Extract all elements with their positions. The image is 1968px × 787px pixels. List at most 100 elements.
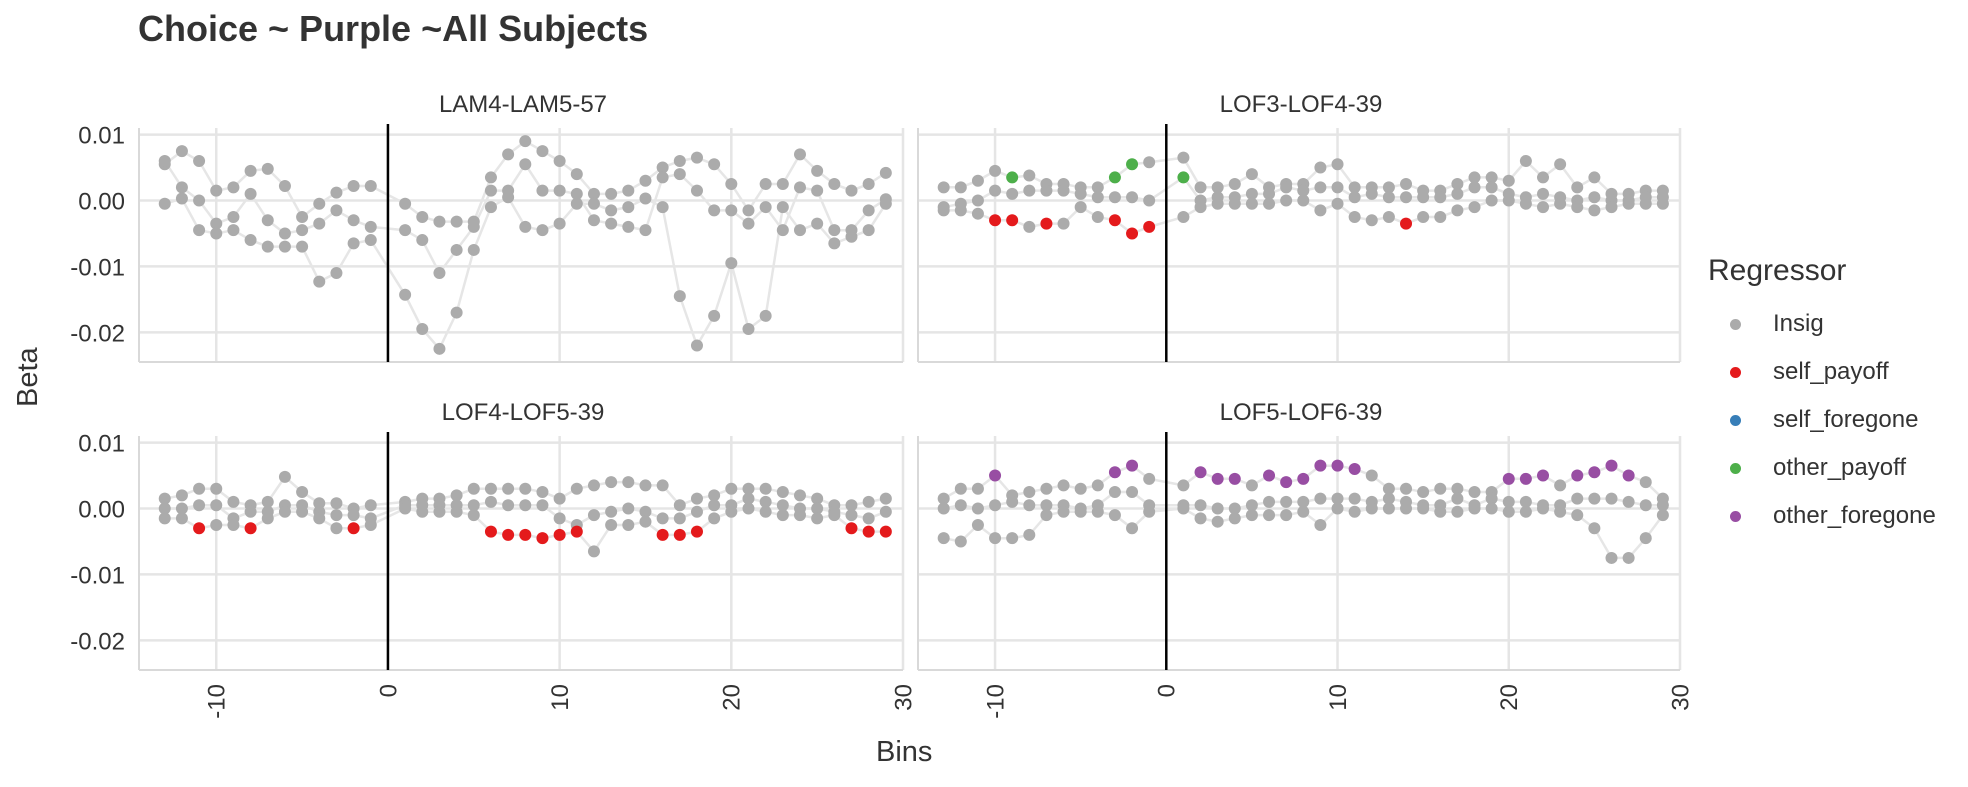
data-point — [1348, 505, 1361, 518]
data-point — [1245, 168, 1258, 181]
data-point — [622, 220, 635, 233]
data-point — [1554, 505, 1567, 518]
data-point — [244, 164, 257, 177]
data-point — [828, 178, 841, 191]
data-point — [570, 187, 583, 200]
data-point — [553, 154, 566, 167]
data-point — [690, 525, 703, 538]
legend-item-self-payoff: self_payoff — [1708, 348, 1936, 396]
data-point — [553, 184, 566, 197]
data-point — [536, 486, 549, 499]
data-point — [158, 197, 171, 210]
data-point — [1280, 509, 1293, 522]
data-point — [1417, 502, 1430, 515]
data-point — [862, 204, 875, 217]
data-point — [971, 174, 984, 187]
data-point — [570, 482, 583, 495]
data-point — [1382, 502, 1395, 515]
data-point — [227, 495, 240, 508]
data-point — [742, 502, 755, 515]
data-point — [1263, 495, 1276, 508]
data-point — [1451, 505, 1464, 518]
legend-key-other-foregone — [1730, 510, 1741, 522]
x-tick-label: -10 — [204, 684, 231, 719]
data-point — [1108, 509, 1121, 522]
data-point — [1314, 492, 1327, 505]
data-point — [519, 220, 532, 233]
data-point — [1400, 191, 1413, 204]
panel-strip-label: LAM4-LAM5-57 — [439, 91, 607, 118]
data-point — [971, 194, 984, 207]
data-point — [1126, 191, 1139, 204]
data-point — [656, 161, 669, 174]
data-point — [536, 532, 549, 545]
legend-key-insig — [1730, 318, 1741, 330]
data-point — [1143, 156, 1156, 169]
chart-title: Choice ~ Purple ~All Subjects — [138, 8, 649, 49]
data-point — [1314, 204, 1327, 217]
data-point — [1228, 502, 1241, 515]
data-point — [811, 164, 824, 177]
data-point — [1537, 469, 1550, 482]
data-point — [639, 174, 652, 187]
data-point — [1417, 191, 1430, 204]
data-point — [776, 178, 789, 191]
data-point — [1023, 499, 1036, 512]
data-point — [536, 145, 549, 158]
data-point — [313, 512, 326, 525]
data-point — [1314, 181, 1327, 194]
data-point — [1263, 509, 1276, 522]
data-point — [244, 234, 257, 247]
y-tick-label: -0.01 — [70, 562, 125, 589]
data-point — [1331, 197, 1344, 210]
data-point — [1108, 214, 1121, 227]
data-point — [296, 240, 309, 253]
data-point — [1605, 492, 1618, 505]
data-point — [1622, 495, 1635, 508]
data-point — [1331, 492, 1344, 505]
x-tick-label: 10 — [1325, 684, 1352, 711]
data-point — [690, 505, 703, 518]
data-point — [1468, 486, 1481, 499]
data-point — [330, 522, 343, 535]
data-point — [879, 166, 892, 179]
data-point — [1057, 505, 1070, 518]
data-point — [1639, 197, 1652, 210]
data-point — [261, 512, 274, 525]
data-point — [1194, 201, 1207, 214]
data-point — [1451, 178, 1464, 191]
data-point — [989, 499, 1002, 512]
panel-strip-label: LOF5-LOF6-39 — [1220, 399, 1383, 426]
data-point — [937, 492, 950, 505]
data-point — [690, 151, 703, 164]
data-point — [1348, 191, 1361, 204]
legend-item-other-payoff: other_payoff — [1708, 444, 1936, 492]
data-point — [954, 499, 967, 512]
data-point — [570, 525, 583, 538]
data-point — [690, 339, 703, 352]
data-point — [1040, 217, 1053, 230]
data-point — [954, 482, 967, 495]
data-point — [467, 243, 480, 256]
data-point — [1417, 210, 1430, 223]
data-point — [1331, 181, 1344, 194]
data-point — [193, 482, 206, 495]
data-point — [193, 154, 206, 167]
legend: Regressor Insig self_payoff self_foregon… — [1708, 254, 1936, 540]
data-point — [1280, 495, 1293, 508]
data-point — [399, 197, 412, 210]
data-point — [1451, 482, 1464, 495]
data-point — [244, 505, 257, 518]
data-point — [811, 217, 824, 230]
data-point — [450, 243, 463, 256]
series-line — [163, 160, 887, 276]
data-point — [622, 476, 635, 489]
data-point — [1108, 171, 1121, 184]
data-point — [1502, 174, 1515, 187]
data-point — [1537, 171, 1550, 184]
data-point — [1554, 197, 1567, 210]
data-point — [1622, 197, 1635, 210]
data-point — [1571, 492, 1584, 505]
data-point — [742, 217, 755, 230]
data-point — [1211, 197, 1224, 210]
